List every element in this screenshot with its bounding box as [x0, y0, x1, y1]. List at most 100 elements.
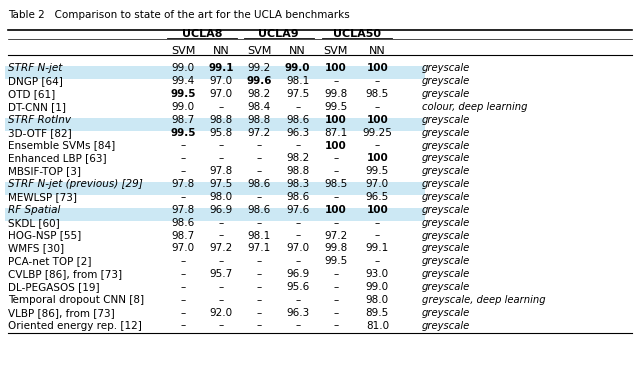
Text: 100: 100 — [325, 64, 347, 73]
Text: –: – — [219, 256, 224, 266]
Text: –: – — [333, 166, 339, 176]
Text: –: – — [257, 153, 262, 164]
Text: greyscale: greyscale — [422, 115, 470, 125]
Text: 99.0: 99.0 — [172, 102, 195, 112]
Text: 98.8: 98.8 — [286, 166, 309, 176]
Text: 97.8: 97.8 — [210, 166, 233, 176]
Text: –: – — [333, 192, 339, 202]
Text: CVLBP [86], from [73]: CVLBP [86], from [73] — [8, 269, 122, 279]
Text: PCA-net TOP [2]: PCA-net TOP [2] — [8, 256, 92, 266]
Text: –: – — [180, 320, 186, 331]
Text: 97.5: 97.5 — [210, 179, 233, 189]
Text: greyscale: greyscale — [422, 218, 470, 228]
Text: greyscale: greyscale — [422, 308, 470, 318]
Text: 95.6: 95.6 — [286, 282, 309, 292]
Text: 100: 100 — [367, 153, 388, 164]
Text: SVM: SVM — [247, 46, 271, 56]
Text: greyscale: greyscale — [422, 141, 470, 150]
Text: greyscale, deep learning: greyscale, deep learning — [422, 295, 545, 305]
Text: –: – — [257, 295, 262, 305]
Text: 97.1: 97.1 — [248, 243, 271, 253]
Text: 97.5: 97.5 — [286, 89, 309, 99]
FancyBboxPatch shape — [4, 208, 425, 221]
Text: 97.8: 97.8 — [172, 205, 195, 215]
Text: –: – — [180, 295, 186, 305]
Text: –: – — [219, 295, 224, 305]
Text: –: – — [257, 192, 262, 202]
Text: 99.5: 99.5 — [365, 166, 389, 176]
Text: –: – — [333, 153, 339, 164]
Text: 99.8: 99.8 — [324, 243, 348, 253]
Text: 89.5: 89.5 — [365, 308, 389, 318]
Text: VLBP [86], from [73]: VLBP [86], from [73] — [8, 308, 115, 318]
Text: –: – — [219, 218, 224, 228]
Text: SVM: SVM — [324, 46, 348, 56]
Text: WMFS [30]: WMFS [30] — [8, 243, 64, 253]
Text: –: – — [333, 295, 339, 305]
Text: RF Spatial: RF Spatial — [8, 205, 60, 215]
Text: greyscale: greyscale — [422, 76, 470, 86]
Text: SVM: SVM — [171, 46, 195, 56]
Text: DL-PEGASOS [19]: DL-PEGASOS [19] — [8, 282, 99, 292]
Text: Temporal dropout CNN [8]: Temporal dropout CNN [8] — [8, 295, 144, 305]
Text: –: – — [257, 308, 262, 318]
Text: –: – — [257, 269, 262, 279]
Text: NN: NN — [289, 46, 306, 56]
Text: 99.5: 99.5 — [170, 128, 196, 138]
Text: Ensemble SVMs [84]: Ensemble SVMs [84] — [8, 141, 115, 150]
Text: 97.2: 97.2 — [324, 231, 348, 241]
Text: greyscale: greyscale — [422, 320, 470, 331]
Text: 98.2: 98.2 — [248, 89, 271, 99]
Text: 98.7: 98.7 — [172, 115, 195, 125]
Text: –: – — [295, 295, 300, 305]
Text: 87.1: 87.1 — [324, 128, 348, 138]
Text: greyscale: greyscale — [422, 179, 470, 189]
Text: 98.6: 98.6 — [248, 205, 271, 215]
Text: STRF RotInv: STRF RotInv — [8, 115, 71, 125]
Text: –: – — [295, 141, 300, 150]
Text: 98.4: 98.4 — [248, 102, 271, 112]
Text: 96.9: 96.9 — [210, 205, 233, 215]
Text: 97.0: 97.0 — [210, 89, 233, 99]
Text: –: – — [375, 231, 380, 241]
Text: –: – — [333, 76, 339, 86]
Text: 95.7: 95.7 — [210, 269, 233, 279]
Text: 99.0: 99.0 — [366, 282, 389, 292]
Text: 98.8: 98.8 — [210, 115, 233, 125]
Text: –: – — [219, 141, 224, 150]
Text: 99.5: 99.5 — [324, 256, 348, 266]
Text: –: – — [295, 231, 300, 241]
Text: 97.0: 97.0 — [366, 179, 389, 189]
Text: 96.9: 96.9 — [286, 269, 309, 279]
Text: 97.0: 97.0 — [286, 243, 309, 253]
Text: –: – — [295, 102, 300, 112]
Text: 98.8: 98.8 — [248, 115, 271, 125]
Text: greyscale: greyscale — [422, 166, 470, 176]
Text: –: – — [375, 76, 380, 86]
Text: 98.6: 98.6 — [248, 179, 271, 189]
Text: –: – — [180, 166, 186, 176]
Text: greyscale: greyscale — [422, 256, 470, 266]
Text: 81.0: 81.0 — [366, 320, 389, 331]
Text: –: – — [375, 256, 380, 266]
Text: –: – — [219, 153, 224, 164]
Text: 97.0: 97.0 — [172, 243, 195, 253]
Text: greyscale: greyscale — [422, 153, 470, 164]
FancyBboxPatch shape — [4, 182, 425, 195]
Text: 97.0: 97.0 — [210, 76, 233, 86]
Text: HOG-NSP [55]: HOG-NSP [55] — [8, 231, 81, 241]
Text: 97.2: 97.2 — [248, 128, 271, 138]
Text: UCLA9: UCLA9 — [259, 29, 299, 39]
Text: colour, deep learning: colour, deep learning — [422, 102, 527, 112]
Text: –: – — [333, 282, 339, 292]
Text: –: – — [333, 269, 339, 279]
Text: –: – — [219, 231, 224, 241]
Text: DNGP [64]: DNGP [64] — [8, 76, 63, 86]
Text: 98.2: 98.2 — [286, 153, 309, 164]
Text: 98.5: 98.5 — [365, 89, 389, 99]
Text: 99.25: 99.25 — [362, 128, 392, 138]
Text: 98.7: 98.7 — [172, 231, 195, 241]
Text: 100: 100 — [367, 64, 388, 73]
Text: –: – — [257, 166, 262, 176]
Text: 99.5: 99.5 — [324, 102, 348, 112]
